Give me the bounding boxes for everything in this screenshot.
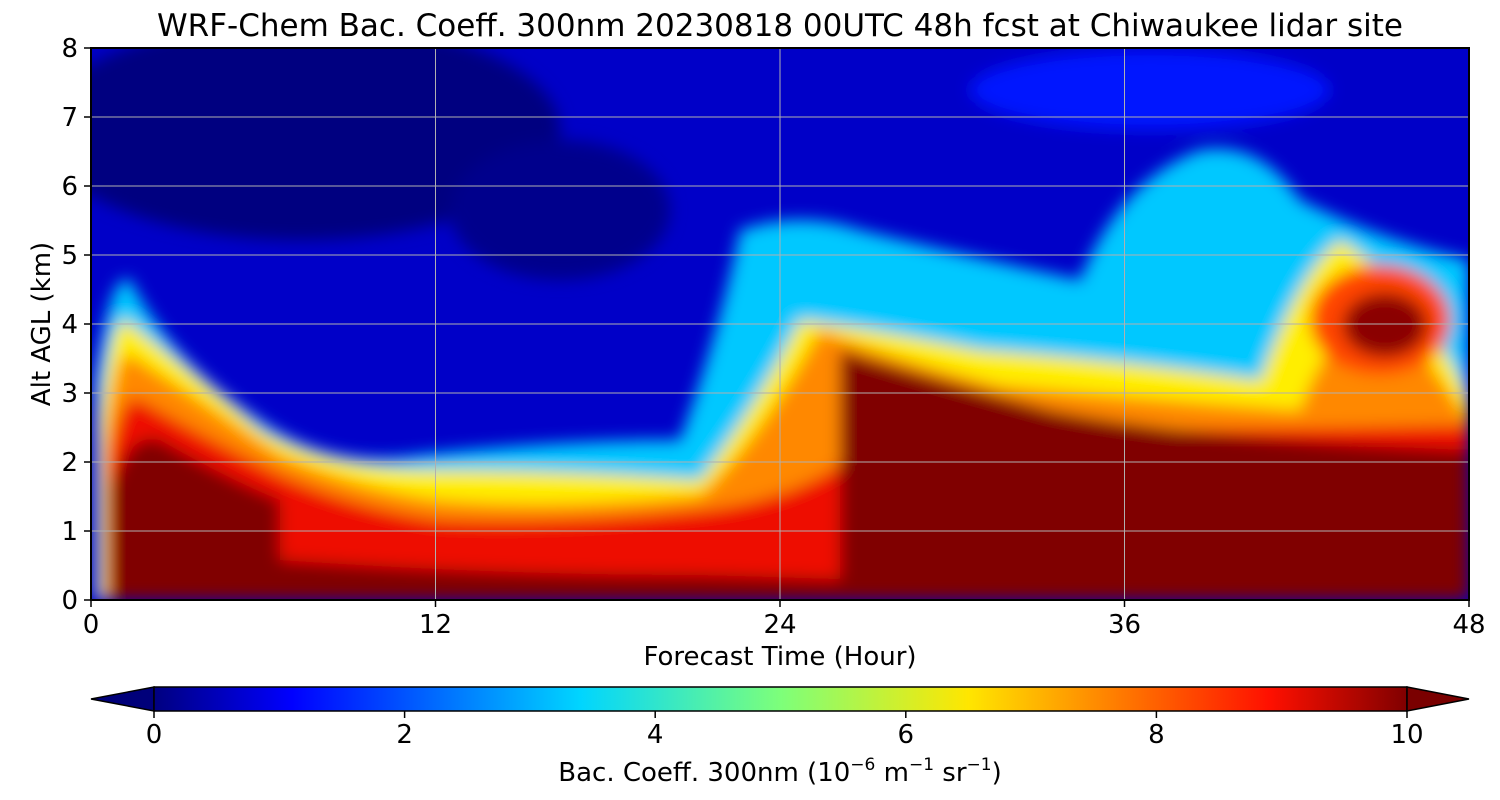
colorbar: 0 2 4 6 8 10 Bac. Coeff. 300nm (10−6 m−1 sr−1…: [90, 686, 1470, 788]
elevated-layer-core: [1343, 293, 1427, 357]
y-axis: 0 1 2 3 4 5 6 7 8: [61, 34, 91, 616]
y-tick-label: 6: [61, 172, 78, 202]
colorbar-label: Bac. Coeff. 300nm (10−6 m−1 sr−1): [558, 755, 1001, 788]
y-tick-label: 5: [61, 241, 78, 271]
dark-red-layer-3: [840, 350, 1469, 600]
colorbar-extend-high: [1406, 686, 1470, 712]
colorbar-body: [153, 686, 1408, 712]
upper-blue-region: [970, 50, 1330, 130]
dark-red-layer: [110, 438, 280, 600]
chart-title: WRF-Chem Bac. Coeff. 300nm 20230818 00UT…: [157, 8, 1403, 44]
grid: [91, 48, 1469, 600]
colorbar-ticks: 0 2 4 6 8 10: [146, 711, 1424, 750]
colorbar-extend-low: [90, 686, 155, 712]
colorbar-tick-label: 6: [898, 720, 915, 750]
x-tick-label: 36: [1108, 610, 1141, 640]
heatmap: [91, 48, 1469, 600]
x-tick-label: 24: [763, 610, 796, 640]
y-tick-label: 2: [61, 448, 78, 478]
colorbar-tick-label: 8: [1148, 720, 1165, 750]
upper-dark-region-2: [450, 140, 670, 280]
y-tick-label: 1: [61, 517, 78, 547]
y-tick-label: 7: [61, 103, 78, 133]
colorbar-tick-label: 4: [647, 720, 664, 750]
x-tick-label: 12: [419, 610, 452, 640]
y-tick-label: 0: [61, 586, 78, 616]
y-tick-label: 3: [61, 379, 78, 409]
x-tick-label: 48: [1452, 610, 1485, 640]
y-axis-label: Alt AGL (km): [27, 242, 57, 406]
x-axis-label: Forecast Time (Hour): [643, 642, 916, 672]
colorbar-tick-label: 2: [396, 720, 413, 750]
colorbar-tick-label: 0: [146, 720, 163, 750]
y-tick-label: 4: [61, 310, 78, 340]
upper-dark-region: [91, 48, 560, 240]
x-tick-label: 0: [83, 610, 100, 640]
colorbar-tick-label: 10: [1390, 720, 1423, 750]
x-axis: 0 12 24 36 48: [83, 600, 1486, 640]
y-tick-label: 8: [61, 34, 78, 64]
